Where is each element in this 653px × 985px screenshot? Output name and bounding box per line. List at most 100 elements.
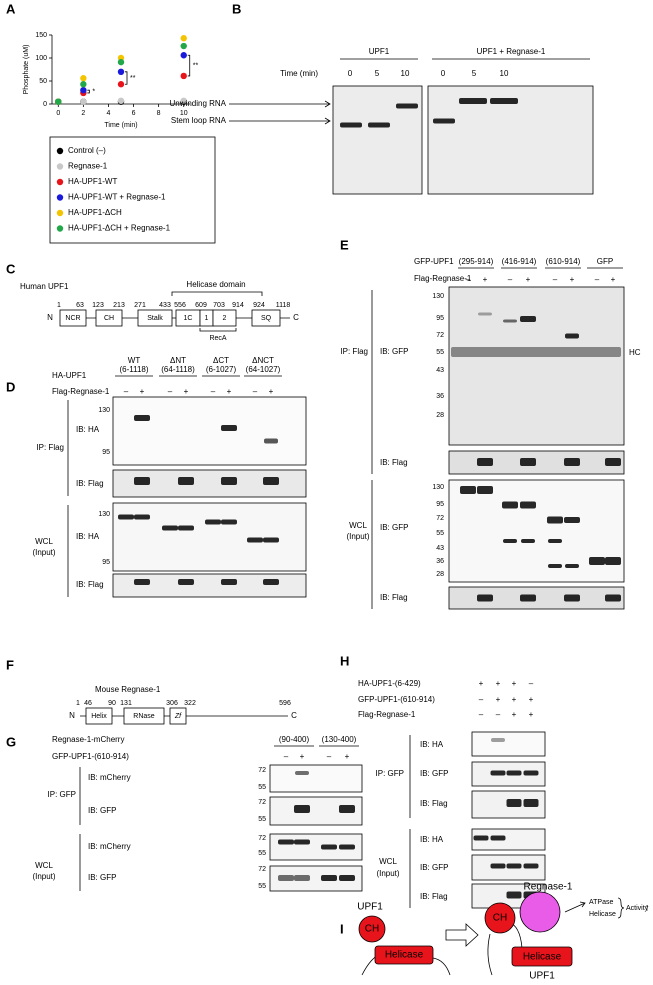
- markers: 72: [436, 332, 444, 339]
- positions: 63: [76, 302, 84, 309]
- blots: IB: mCherry: [88, 842, 131, 851]
- markers: 72: [258, 767, 266, 774]
- letter: H: [340, 653, 349, 668]
- band: [339, 805, 355, 813]
- markers: 130: [98, 511, 110, 518]
- significance-bracket: [125, 71, 128, 85]
- markers: 95: [102, 559, 110, 566]
- blots: IB: HA: [420, 740, 444, 749]
- band: [221, 579, 237, 585]
- subdomain: RecA: [209, 335, 226, 342]
- ylabel: Phosphate (uM): [23, 45, 30, 95]
- brace: [617, 897, 625, 919]
- band: [134, 514, 150, 520]
- time-label: Time (min): [280, 69, 318, 78]
- xticks: 6: [132, 110, 136, 117]
- markers: 36: [436, 393, 444, 400]
- band: [247, 537, 263, 543]
- band: [564, 517, 580, 523]
- band: [523, 799, 539, 807]
- construct-label: Regnase-1-mCherry: [52, 735, 124, 744]
- band: [340, 122, 362, 128]
- band: [368, 122, 390, 128]
- domains: NCR: [65, 315, 80, 322]
- blots: IB: GFP: [88, 806, 116, 815]
- signs: +: [512, 695, 517, 704]
- wcl: WCL: [35, 861, 53, 870]
- markers: 55: [258, 850, 266, 857]
- data-point: [180, 72, 187, 80]
- band: [548, 539, 562, 543]
- legend-swatch: [56, 225, 64, 232]
- markers: 28: [436, 412, 444, 419]
- positions: 1118: [276, 302, 291, 309]
- band: [460, 486, 476, 494]
- data-point: [80, 87, 87, 94]
- blots: IB: Flag: [380, 593, 408, 602]
- positions: 90: [108, 700, 116, 707]
- domain: [85, 707, 113, 725]
- domain: [59, 309, 87, 327]
- markers: 130: [432, 293, 444, 300]
- xticks: 10: [180, 110, 188, 117]
- positions: 924: [253, 302, 265, 309]
- markers: 95: [436, 501, 444, 508]
- markers: 72: [258, 799, 266, 806]
- blots: IB: Flag: [420, 799, 448, 808]
- positions: 306: [166, 700, 178, 707]
- signs: +: [512, 710, 517, 719]
- domains: Stalk: [147, 315, 163, 322]
- transition-arrow: [445, 923, 479, 947]
- band: [178, 477, 194, 485]
- ch: CH: [493, 913, 507, 924]
- band: [547, 516, 563, 524]
- blots: IB: HA: [76, 532, 100, 541]
- band: [162, 525, 178, 531]
- legend: [49, 136, 216, 244]
- domain: [95, 309, 123, 327]
- letter: I: [340, 921, 344, 936]
- band: [221, 477, 237, 485]
- band: [506, 891, 522, 899]
- blot: [448, 286, 625, 446]
- name: WT: [128, 356, 141, 365]
- letter: F: [6, 657, 14, 672]
- row-labels: HA-UPF1-(6-429): [358, 679, 421, 688]
- protein: UPF1: [357, 902, 383, 913]
- wcl: (Input): [346, 532, 369, 541]
- construct-label: GFP-UPF1: [414, 257, 454, 266]
- domains: CH: [104, 315, 114, 322]
- blot: [448, 586, 625, 610]
- band: [294, 875, 310, 881]
- legend-swatch: [56, 194, 64, 201]
- signs: +: [184, 387, 189, 396]
- signs: –: [327, 752, 332, 761]
- ch-domain: [358, 915, 386, 943]
- band: [321, 875, 337, 881]
- band: [503, 319, 517, 323]
- band: [490, 98, 518, 104]
- band: [264, 438, 278, 444]
- legend-swatch: [56, 209, 64, 217]
- domains: SQ: [261, 315, 272, 322]
- band: [605, 557, 621, 565]
- domain: [212, 309, 237, 327]
- xticks: 0: [56, 110, 60, 117]
- signs: –: [595, 275, 600, 284]
- blot: [269, 865, 363, 892]
- band: [321, 844, 337, 850]
- ip: IP: GFP: [376, 769, 404, 778]
- band: [506, 770, 522, 776]
- name: HA-UPF1-ΔCH: [68, 208, 122, 217]
- n: N: [69, 711, 75, 720]
- blot: [471, 828, 546, 851]
- signs: +: [227, 387, 232, 396]
- data-point: [117, 58, 125, 66]
- markers: 130: [432, 484, 444, 491]
- band: [502, 501, 518, 509]
- blots: IB: mCherry: [88, 773, 131, 782]
- constructs: (416-914): [502, 257, 537, 266]
- band: [523, 770, 539, 776]
- domains: Zf: [174, 713, 182, 720]
- blots: IB: HA: [76, 425, 100, 434]
